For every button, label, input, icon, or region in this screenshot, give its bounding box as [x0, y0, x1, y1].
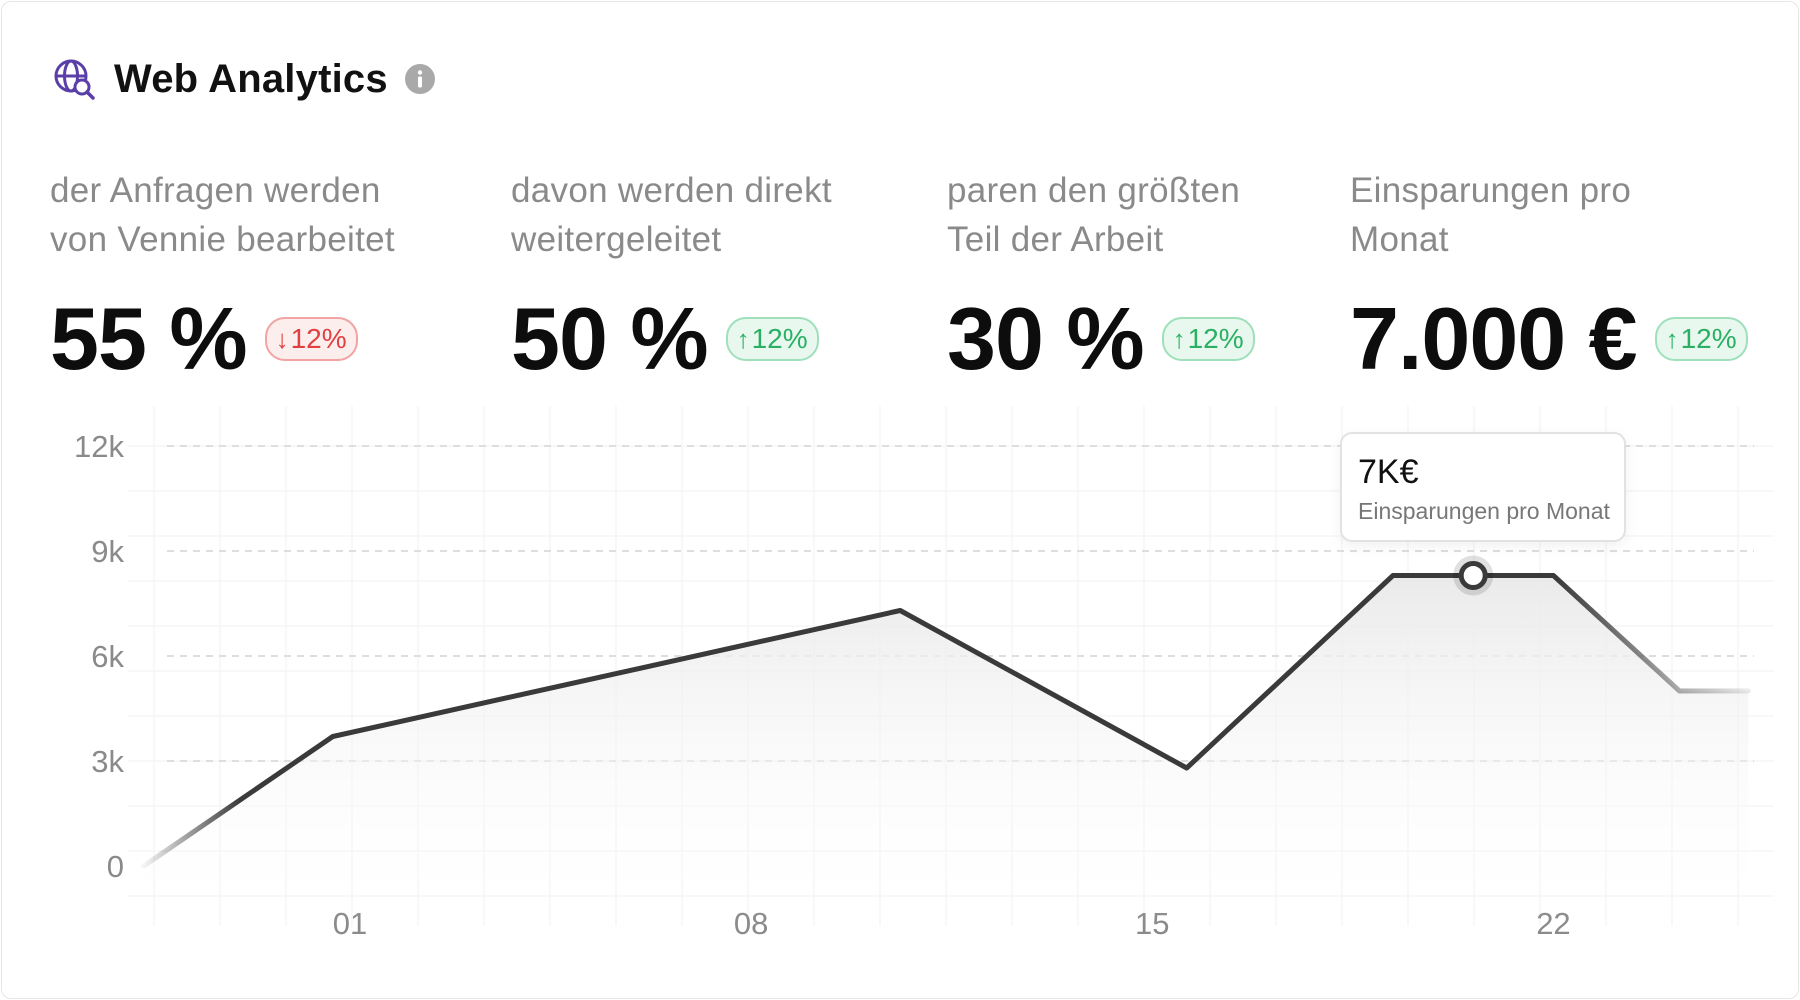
- stat-label: paren den größten Teil der Arbeit: [947, 171, 1241, 259]
- change-badge: ↑ 12%: [725, 317, 819, 361]
- stat-value: 30 %: [947, 289, 1145, 388]
- stat-label: Einsparungen pro Monat: [1350, 171, 1632, 259]
- stat-value: 55 %: [50, 289, 248, 388]
- arrow-down-icon: ↓: [275, 323, 289, 354]
- highlight-point: [1458, 561, 1488, 590]
- stat-value: 7.000 €: [1350, 289, 1638, 388]
- stat-forwarded: davon werden direkt weitergeleitet 50 % …: [511, 166, 832, 384]
- y-tick-label: 0: [107, 849, 124, 884]
- y-tick-label: 3k: [91, 744, 124, 779]
- stat-monthly-savings: Einsparungen pro Monat 7.000 € ↑ 12%: [1350, 166, 1748, 384]
- globe-search-icon: [54, 59, 95, 100]
- stat-requests-handled: der Anfragen werden von Vennie bearbeite…: [50, 166, 395, 384]
- y-tick-label: 6k: [91, 639, 124, 674]
- stat-label: der Anfragen werden von Vennie bearbeite…: [50, 171, 395, 259]
- series-area: [143, 575, 1749, 926]
- series-line: [141, 573, 1751, 869]
- stat-label: davon werden direkt weitergeleitet: [511, 171, 832, 259]
- arrow-up-icon: ↑: [1665, 323, 1679, 354]
- chart-tooltip: 7K€ Einsparungen pro Monat: [1340, 432, 1626, 542]
- change-value: 12%: [751, 323, 808, 354]
- tooltip-value: 7K€: [1358, 453, 1419, 491]
- info-icon[interactable]: [404, 63, 436, 95]
- change-badge: ↑ 12%: [1654, 317, 1748, 361]
- card-header: Web Analytics: [52, 54, 436, 104]
- y-tick-label: 12k: [74, 429, 124, 464]
- arrow-up-icon: ↑: [1172, 323, 1186, 354]
- change-value: 12%: [1187, 323, 1244, 354]
- change-badge: ↓ 12%: [264, 317, 358, 361]
- change-value: 12%: [290, 323, 347, 354]
- tooltip-label: Einsparungen pro Monat: [1358, 498, 1610, 524]
- change-value: 12%: [1680, 323, 1737, 354]
- change-badge: ↑ 12%: [1161, 317, 1255, 361]
- stat-value: 50 %: [511, 289, 709, 388]
- page-title: Web Analytics: [114, 56, 388, 101]
- y-tick-label: 9k: [91, 534, 124, 569]
- stat-work-share: paren den größten Teil der Arbeit 30 % ↑…: [947, 166, 1255, 384]
- arrow-up-icon: ↑: [736, 323, 750, 354]
